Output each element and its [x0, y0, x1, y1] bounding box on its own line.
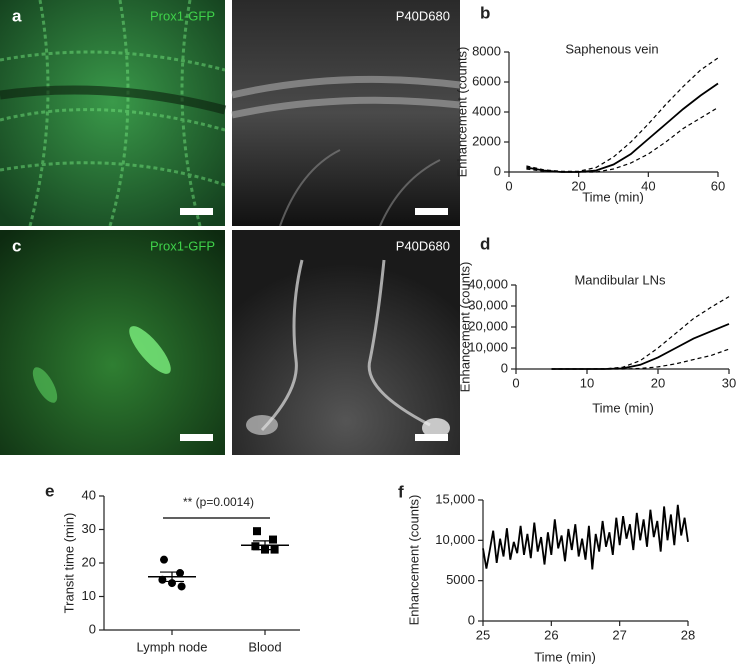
data-line [551, 296, 730, 370]
y-tick-label: 6000 [472, 73, 501, 88]
y-tick-label: 2000 [472, 133, 501, 148]
panel-letter: f [398, 482, 404, 501]
data-point [269, 535, 277, 544]
x-tick-label: 10 [580, 375, 594, 390]
panel-letter: d [480, 234, 490, 253]
panel-letter: e [45, 481, 54, 500]
y-axis-label: Enhancement (counts) [457, 262, 472, 393]
y-tick-label: 40,000 [468, 276, 508, 291]
y-tick-label: 10 [82, 588, 96, 603]
data-line [526, 82, 719, 173]
x-tick-label: 28 [681, 627, 695, 642]
data-point [160, 555, 168, 564]
y-axis-label: Transit time (min) [61, 513, 76, 614]
data-point [177, 582, 186, 591]
data-point [253, 527, 261, 536]
panel-letter: a [12, 6, 22, 25]
y-tick-label: 40 [82, 487, 96, 502]
x-tick-label: 40 [641, 178, 655, 193]
y-tick-label: 30 [82, 521, 96, 536]
error-bar [253, 540, 277, 551]
x-tick-label: 0 [505, 178, 512, 193]
image-p40d680-c [232, 230, 460, 455]
data-point [176, 569, 184, 578]
x-axis-label: Time (min) [592, 400, 654, 415]
y-tick-label: 10,000 [435, 532, 475, 547]
y-tick-label: 0 [468, 612, 475, 627]
x-axis-label: Time (min) [582, 189, 644, 204]
y-tick-label: 4000 [472, 103, 501, 118]
data-line [526, 57, 719, 172]
image-prox1-a [0, 0, 227, 227]
y-tick-label: 20 [82, 554, 96, 569]
error-bar [160, 571, 184, 583]
y-tick-label: 0 [89, 621, 96, 636]
data-point [251, 542, 260, 551]
chart-title: Saphenous vein [565, 41, 658, 56]
y-tick-label: 8000 [472, 43, 501, 58]
y-tick-label: 30,000 [468, 297, 508, 312]
image-label: Prox1-GFP [150, 8, 215, 23]
x-tick-label: 20 [651, 375, 665, 390]
y-axis-label: Enhancement (counts) [454, 47, 469, 178]
y-tick-label: 5000 [446, 572, 475, 587]
x-tick-label: 26 [544, 627, 558, 642]
x-tick-label: Blood [248, 639, 281, 654]
data-line [551, 323, 730, 370]
image-prox1-c [0, 230, 225, 455]
y-tick-label: 20,000 [468, 318, 508, 333]
x-tick-label: 30 [722, 375, 736, 390]
panel-letter: b [480, 3, 490, 22]
image-label: P40D680 [396, 238, 450, 253]
x-tick-label: 0 [512, 375, 519, 390]
x-tick-label: 25 [476, 627, 490, 642]
y-tick-label: 0 [494, 163, 501, 178]
y-tick-label: 15,000 [435, 491, 475, 506]
y-axis-label: Enhancement (counts) [406, 495, 421, 626]
x-tick-label: 27 [612, 627, 626, 642]
annotation: ** (p=0.0014) [183, 495, 254, 509]
x-axis-label: Time (min) [534, 649, 596, 664]
x-tick-label: 20 [571, 178, 585, 193]
x-tick-label: Lymph node [136, 639, 207, 654]
panel-letter: c [12, 236, 21, 255]
y-tick-label: 10,000 [468, 339, 508, 354]
x-tick-label: 60 [711, 178, 725, 193]
image-label: Prox1-GFP [150, 238, 215, 253]
image-label: P40D680 [396, 8, 450, 23]
image-p40d680-a [231, 0, 461, 227]
data-line [551, 348, 730, 370]
data-line [526, 106, 719, 173]
data-line [482, 504, 689, 570]
chart-title: Mandibular LNs [574, 272, 666, 287]
y-tick-label: 0 [501, 360, 508, 375]
